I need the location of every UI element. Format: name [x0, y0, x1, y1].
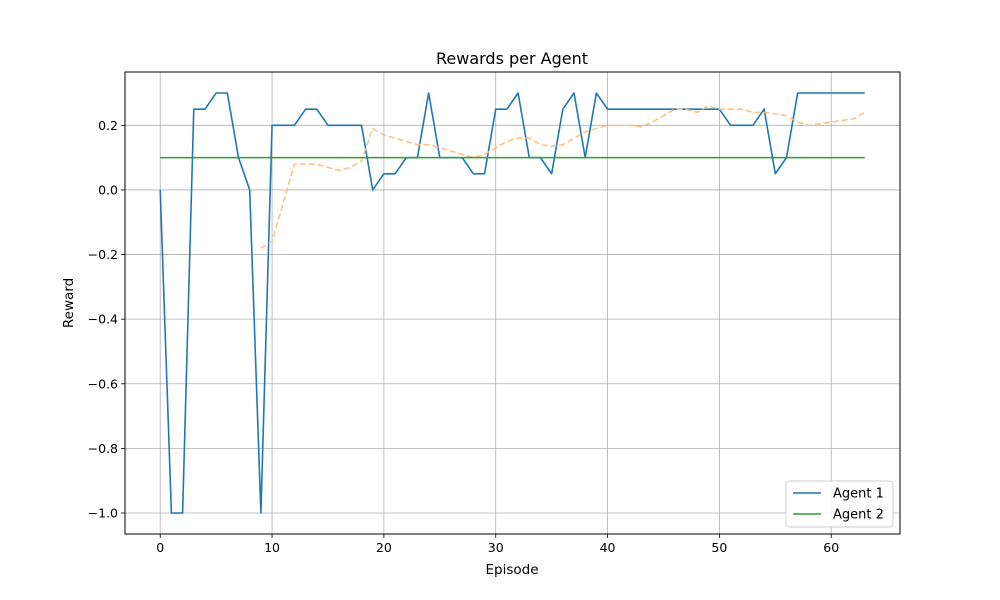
y-tick-label: −0.4 [88, 312, 118, 327]
legend-label: Agent 2 [833, 508, 884, 523]
y-tick-label: −0.8 [88, 441, 118, 456]
x-tick-label: 40 [600, 540, 616, 555]
axis-ticks: 0 10 20 30 40 50 60 −1.0 −0.8 −0.6 −0.4 −0.2 0.0 0.2 [88, 118, 840, 555]
legend: Agent 1 Agent 2 [785, 480, 894, 528]
x-tick-label: 10 [264, 540, 280, 555]
x-axis-label: Episode [485, 562, 538, 578]
series-line-2 [260, 105, 866, 249]
chart-title: Rewards per Agent [436, 49, 588, 68]
x-tick-label: 0 [156, 540, 164, 555]
y-tick-label: 0.0 [98, 182, 118, 197]
series-line-1 [159, 92, 865, 514]
x-tick-label: 20 [376, 540, 392, 555]
y-tick-label: −1.0 [88, 506, 118, 521]
x-tick-label: 30 [488, 540, 504, 555]
y-tick-label: −0.6 [88, 376, 118, 391]
series-lines [159, 92, 866, 514]
y-axis-label: Reward [61, 278, 77, 328]
x-tick-label: 50 [711, 540, 727, 555]
y-tick-label: −0.2 [88, 247, 118, 262]
x-tick-label: 60 [823, 540, 839, 555]
y-tick-label: 0.2 [98, 118, 118, 133]
plot-frame [124, 71, 901, 535]
grid-lines [125, 72, 900, 534]
legend-label: Agent 1 [833, 487, 884, 502]
